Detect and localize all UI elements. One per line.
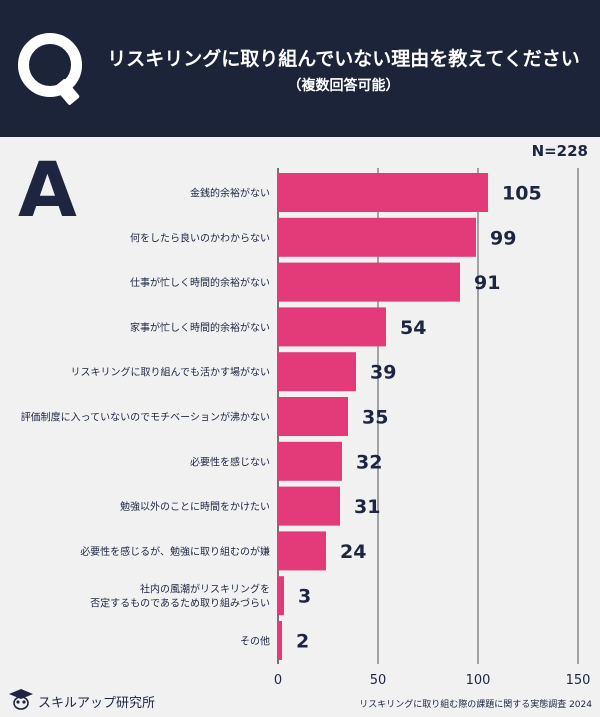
data-label: 39: [370, 362, 396, 384]
question-title: リスキリングに取り組んでいない理由を教えてください: [107, 48, 580, 70]
data-label: 24: [340, 541, 366, 563]
data-label: 91: [474, 272, 500, 294]
source-note: リスキリングに取り組む際の課題に関する実態調査 2024: [359, 700, 592, 710]
category-label: 勉強以外のことに時間をかけたい: [120, 500, 270, 513]
data-label: 54: [400, 317, 426, 339]
bar: [278, 262, 460, 302]
question-subtitle: （複数回答可能）: [287, 78, 400, 94]
category-label: 社内の風潮がリスキリングを: [140, 583, 270, 596]
data-label: 2: [296, 631, 309, 653]
bar: [278, 441, 342, 481]
data-label: 32: [356, 451, 382, 473]
bar: [278, 307, 386, 347]
bar: [278, 486, 340, 526]
brand-name: スキルアップ研究所: [38, 696, 156, 711]
bar: [278, 621, 282, 660]
mortarboard-owl-icon: [9, 689, 33, 710]
bar: [278, 173, 488, 212]
bar: [278, 531, 326, 571]
answer-letter: A: [18, 145, 77, 234]
category-label: 否定するものであるため取り組みづらい: [90, 597, 270, 610]
category-label: リスキリングに取り組んでも活かす場がない: [71, 366, 271, 379]
x-tick-label: 0: [274, 673, 282, 688]
category-label: その他: [240, 635, 270, 648]
data-label: 105: [502, 183, 542, 205]
bar: [278, 397, 348, 436]
bar: [278, 217, 476, 257]
category-label: 必要性を感じるが、勉強に取り組むのが嫌: [80, 545, 270, 558]
category-label: 必要性を感じない: [190, 455, 270, 468]
x-tick-label: 100: [466, 673, 491, 688]
category-label: 何をしたら良いのかわからない: [130, 231, 270, 244]
sample-size: N=228: [531, 142, 588, 160]
bar: [278, 352, 356, 392]
q-badge-icon: [18, 33, 82, 97]
question-header: リスキリングに取り組んでいない理由を教えてください （複数回答可能）: [0, 0, 600, 137]
data-label: 31: [354, 496, 380, 518]
bar: [278, 576, 284, 616]
x-tick-label: 150: [566, 673, 591, 688]
category-label: 金銭的余裕がない: [190, 187, 270, 200]
data-label: 99: [490, 227, 516, 249]
data-label: 35: [362, 407, 388, 429]
category-label: 家事が忙しく時間的余裕がない: [130, 321, 270, 334]
data-label: 3: [298, 586, 311, 608]
category-label: 評価制度に入っていないのでモチベーションが沸かない: [21, 411, 270, 424]
x-tick-label: 50: [370, 673, 387, 688]
category-label: 仕事が忙しく時間的余裕がない: [130, 276, 270, 289]
